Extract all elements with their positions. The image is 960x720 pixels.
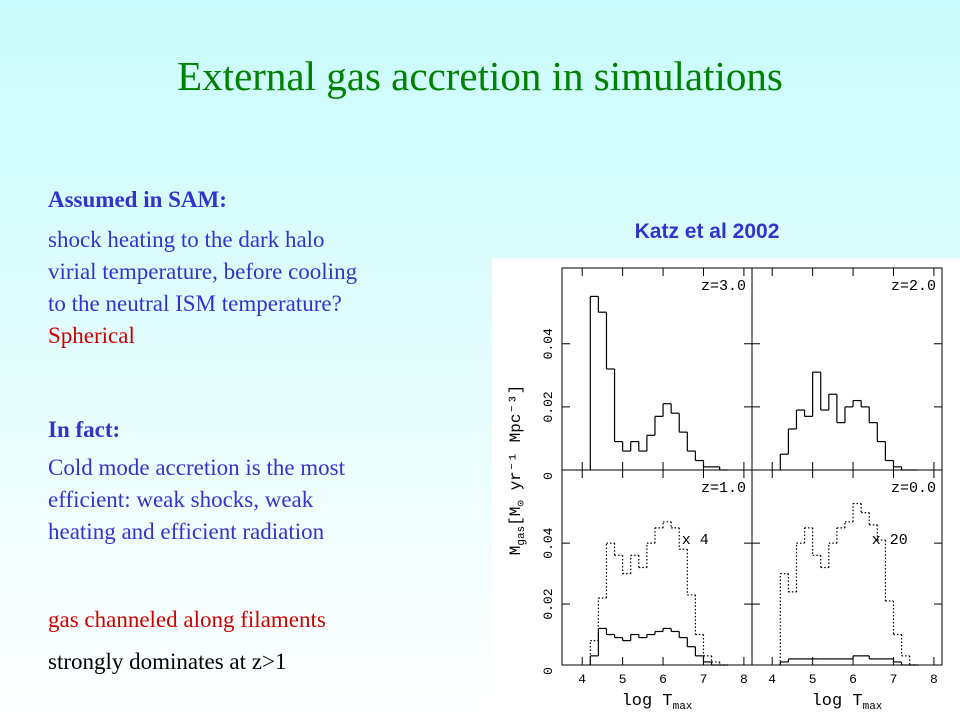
text-line: shock heating to the dark halo — [48, 227, 325, 252]
y-axis-label: Mgas[M⊙ yr⁻¹ Mpc⁻³] — [507, 385, 528, 556]
x-axis-label-part: max — [673, 701, 693, 713]
text-line: efficient: weak shocks, weak — [48, 487, 314, 512]
panel-frame — [751, 469, 943, 666]
annotation: x 20 — [872, 532, 908, 549]
text-line: heating and efficient radiation — [48, 519, 325, 544]
panel-label: z=3.0 — [701, 278, 746, 295]
hist-edges — [589, 521, 721, 665]
y-axis-label-part: gas — [516, 526, 528, 546]
left-text: Assumed in SAM: shock heating to the dark… — [48, 187, 358, 674]
x-tick-label: 6 — [659, 672, 667, 687]
y-tick-label: 0.04 — [541, 527, 556, 558]
y-axis-label-part: ⊙ — [516, 500, 528, 507]
text-line: virial temperature, before cooling — [48, 259, 358, 284]
text-line: In fact: — [48, 417, 120, 442]
x-axis-label-part: max — [863, 701, 883, 713]
annotation: x 4 — [682, 532, 709, 549]
y-axis-label-part: yr⁻¹ Mpc⁻³] — [507, 385, 525, 500]
x-tick-label: 8 — [740, 672, 748, 687]
x-axis-label-part: log T — [812, 692, 863, 711]
slide-title: External gas accretion in simulations — [177, 53, 783, 99]
text-line: strongly dominates at z>1 — [48, 649, 286, 674]
figure: 0 0.02 0.04 z=3.0 z=2.0 4 5 6 7 8 0 0.02 0.04 z=1.0 x … — [507, 267, 943, 713]
x-axis-label: log Tmax — [622, 692, 693, 713]
x-tick-label: 5 — [619, 672, 627, 687]
caption: Katz et al 2002 — [635, 220, 780, 243]
y-tick-label: 0.04 — [541, 328, 556, 359]
y-axis-label-part: [M — [507, 507, 525, 526]
x-tick-label: 7 — [700, 672, 708, 687]
text-line: to the neutral ISM temperature? — [48, 291, 342, 316]
x-tick-label: 4 — [578, 672, 586, 687]
y-tick-label: 0 — [541, 667, 556, 675]
panel-label: z=1.0 — [701, 480, 746, 497]
x-axis-label: log Tmax — [812, 692, 883, 713]
text-line: Spherical — [48, 323, 135, 348]
hist-edges — [589, 296, 721, 470]
panel-label: z=0.0 — [891, 480, 936, 497]
x-tick-label: 8 — [930, 672, 938, 687]
text-line: Assumed in SAM: — [48, 187, 227, 212]
hist-edges — [779, 372, 903, 470]
x-tick-label: 7 — [890, 672, 898, 687]
x-tick-label: 4 — [768, 672, 776, 687]
text-line: Cold mode accretion is the most — [48, 455, 346, 480]
y-tick-label: 0.02 — [541, 391, 556, 422]
y-tick-label: 0.02 — [541, 588, 556, 619]
hist-edges — [779, 503, 911, 665]
figure-bg — [492, 258, 960, 720]
y-tick-label: 0 — [541, 472, 556, 480]
x-tick-label: 6 — [849, 672, 857, 687]
y-axis-label-part: M — [507, 546, 525, 556]
x-tick-label: 5 — [809, 672, 817, 687]
panel-label: z=2.0 — [891, 278, 936, 295]
x-axis-label-part: log T — [622, 692, 673, 711]
text-line: gas channeled along filaments — [48, 607, 326, 632]
